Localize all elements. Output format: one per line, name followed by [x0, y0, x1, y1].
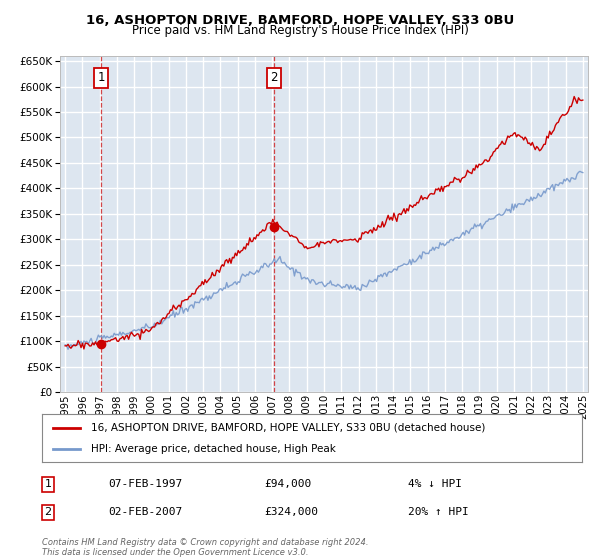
- Text: 4% ↓ HPI: 4% ↓ HPI: [408, 479, 462, 489]
- Text: 2: 2: [270, 71, 278, 85]
- Text: £94,000: £94,000: [264, 479, 311, 489]
- Text: 20% ↑ HPI: 20% ↑ HPI: [408, 507, 469, 517]
- Text: 1: 1: [44, 479, 52, 489]
- Text: Contains HM Land Registry data © Crown copyright and database right 2024.
This d: Contains HM Land Registry data © Crown c…: [42, 538, 368, 557]
- Text: 2: 2: [44, 507, 52, 517]
- Text: 07-FEB-1997: 07-FEB-1997: [108, 479, 182, 489]
- Text: £324,000: £324,000: [264, 507, 318, 517]
- Text: 16, ASHOPTON DRIVE, BAMFORD, HOPE VALLEY, S33 0BU (detached house): 16, ASHOPTON DRIVE, BAMFORD, HOPE VALLEY…: [91, 423, 485, 433]
- Text: 16, ASHOPTON DRIVE, BAMFORD, HOPE VALLEY, S33 0BU: 16, ASHOPTON DRIVE, BAMFORD, HOPE VALLEY…: [86, 14, 514, 27]
- Text: HPI: Average price, detached house, High Peak: HPI: Average price, detached house, High…: [91, 444, 335, 454]
- Text: 1: 1: [98, 71, 105, 85]
- Text: Price paid vs. HM Land Registry's House Price Index (HPI): Price paid vs. HM Land Registry's House …: [131, 24, 469, 37]
- Text: 02-FEB-2007: 02-FEB-2007: [108, 507, 182, 517]
